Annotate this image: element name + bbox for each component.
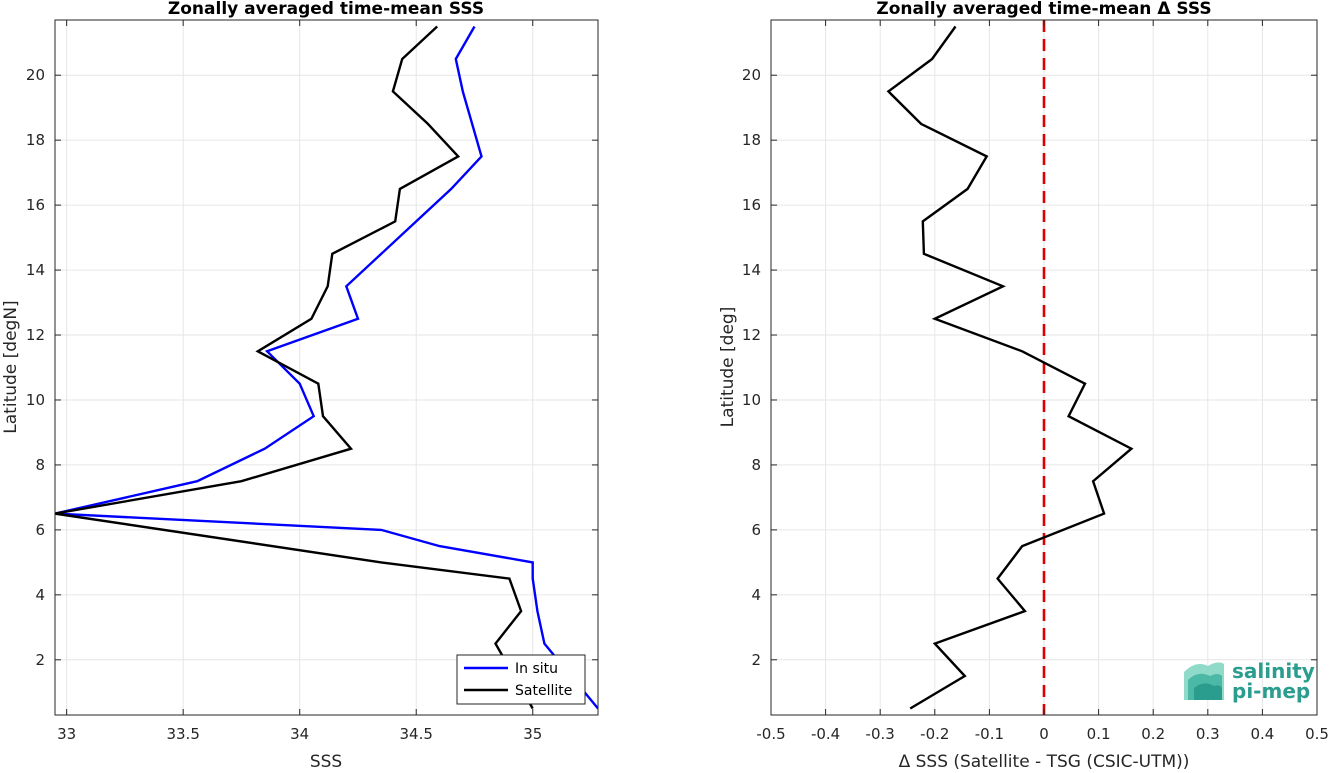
salinity-pi-mep-logo: salinity pi-mep: [1184, 659, 1315, 703]
y-tick-label: 8: [751, 456, 761, 474]
y-tick-label: 8: [35, 456, 45, 474]
y-tick-label: 20: [26, 66, 45, 84]
chart-title-delta-sss: Zonally averaged time-mean Δ SSS: [876, 0, 1211, 19]
axes-box-sss: [54, 19, 599, 716]
y-tick-label: 6: [35, 521, 45, 539]
x-tick-label: 33: [57, 725, 76, 743]
y-tick-label: 6: [751, 521, 761, 539]
legend-entry-in-situ: In situ: [515, 661, 558, 677]
y-tick-label: 14: [26, 261, 45, 279]
panel-delta-sss: -0.5 -0.4 -0.3 -0.2 -0.1 0 0.1 0.2 0.3 0.4 0.5 2 4 6 8…: [718, 0, 1329, 772]
legend-entry-satellite: Satellite: [515, 683, 572, 699]
x-axis-label-sss: SSS: [310, 752, 342, 769]
x-tick-label: -0.1: [975, 725, 1004, 743]
x-axis-label-delta-sss: Δ SSS (Satellite - TSG (CSIC-UTM)): [899, 752, 1190, 769]
y-axis-label-sss: Latitude [degN]: [1, 300, 21, 433]
series-line-in-situ: [55, 25, 598, 710]
ticks-delta-sss: -0.5 -0.4 -0.3 -0.2 -0.1 0 0.1 0.2 0.3 0.4 0.5 2 4 6 8…: [742, 20, 1329, 743]
series-line-delta: [886, 25, 1134, 710]
x-tick-label: 0.2: [1141, 725, 1165, 743]
x-tick-label: 0.5: [1305, 725, 1329, 743]
x-tick-label: -0.3: [866, 725, 895, 743]
y-tick-label: 12: [742, 326, 761, 344]
y-tick-label: 4: [751, 586, 761, 604]
grid-sss: [55, 20, 598, 715]
x-tick-label: -0.4: [811, 725, 840, 743]
x-tick-label: 34: [290, 725, 309, 743]
y-tick-label: 16: [26, 196, 45, 214]
x-tick-label: 0.1: [1087, 725, 1111, 743]
panel-sss: 33 33.5 34 34.5 35 2 4 6 8 10 12 14 16 18 20 Zonally a…: [1, 0, 599, 772]
x-tick-label: 33.5: [166, 725, 199, 743]
x-tick-label: 0.4: [1250, 725, 1274, 743]
y-tick-label: 18: [26, 131, 45, 149]
x-tick-label: 0.3: [1196, 725, 1220, 743]
x-tick-label: -0.5: [756, 725, 785, 743]
x-tick-label: 35: [523, 725, 542, 743]
logo-text-salinity: salinity: [1232, 659, 1315, 683]
y-tick-label: 2: [35, 651, 45, 669]
chart-title-sss: Zonally averaged time-mean SSS: [168, 0, 484, 19]
y-tick-label: 4: [35, 586, 45, 604]
series-group-delta-sss: [886, 25, 1134, 710]
legend-box: [456, 654, 586, 705]
wave-logo-icon: [1184, 662, 1224, 700]
y-tick-label: 14: [742, 261, 761, 279]
plot-area-sss: [55, 20, 598, 715]
y-axis-label-delta-sss: Latitude [deg]: [718, 307, 738, 428]
logo-text-pi-mep: pi-mep: [1232, 679, 1310, 703]
y-tick-label: 20: [742, 66, 761, 84]
series-group-sss: [55, 25, 598, 710]
y-tick-label: 10: [26, 391, 45, 409]
legend: In situ Satellite: [456, 654, 586, 705]
x-tick-label: -0.2: [920, 725, 949, 743]
y-tick-label: 18: [742, 131, 761, 149]
ticks-sss: 33 33.5 34 34.5 35 2 4 6 8 10 12 14 16 18 20: [26, 20, 598, 743]
y-tick-label: 10: [742, 391, 761, 409]
series-line-satellite: [55, 25, 534, 710]
y-tick-label: 2: [751, 651, 761, 669]
x-tick-label: 34.5: [400, 725, 433, 743]
y-tick-label: 12: [26, 326, 45, 344]
y-tick-label: 16: [742, 196, 761, 214]
x-tick-label: 0: [1039, 725, 1049, 743]
